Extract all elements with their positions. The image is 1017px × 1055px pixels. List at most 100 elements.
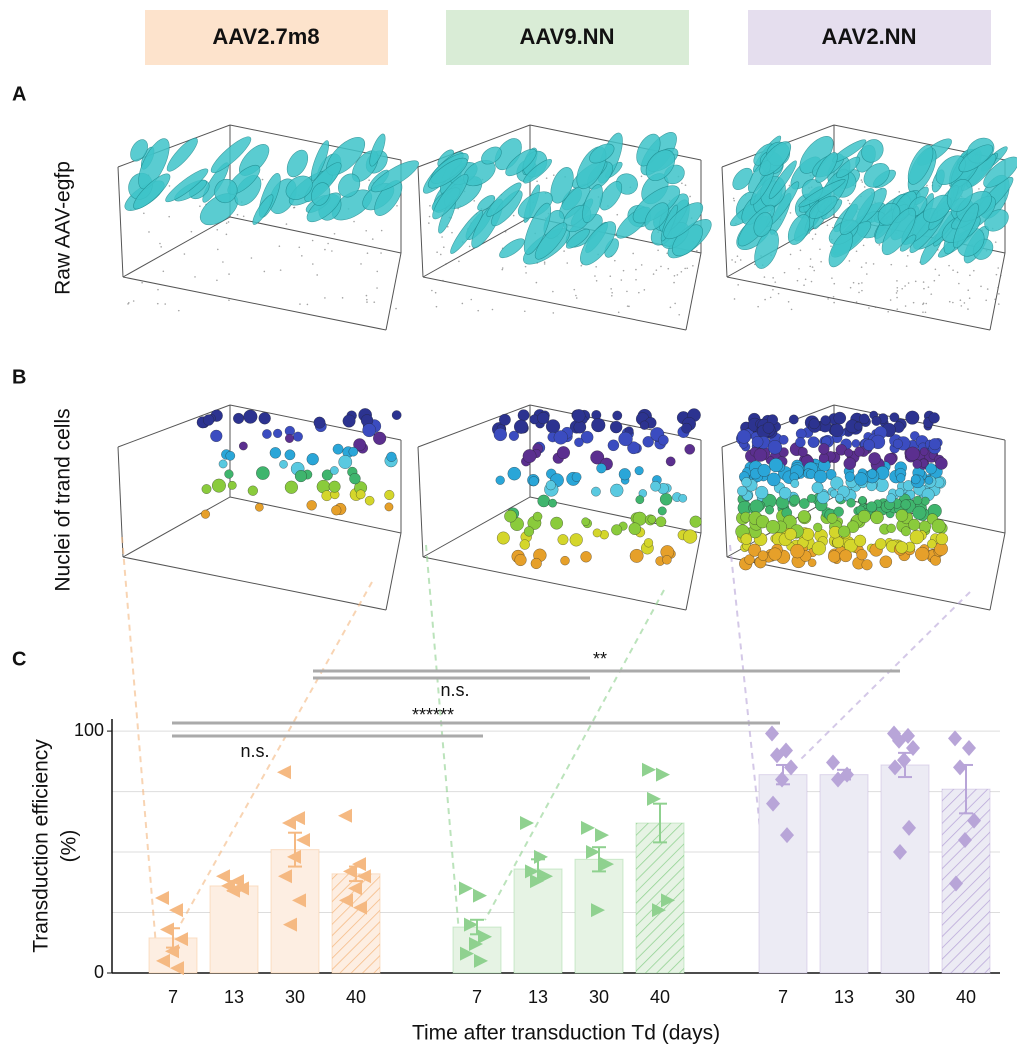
speckle xyxy=(926,184,928,187)
nucleus xyxy=(762,421,775,434)
speckle xyxy=(573,288,576,291)
data-point xyxy=(595,828,609,843)
nucleus xyxy=(757,550,769,561)
nucleus xyxy=(560,556,570,566)
nucleus xyxy=(838,525,851,538)
nucleus xyxy=(665,456,676,467)
data-point xyxy=(169,903,183,918)
speckle xyxy=(157,288,159,291)
speckle xyxy=(737,284,739,286)
speckle xyxy=(652,273,655,275)
series-header: AAV2.7m8 xyxy=(212,24,319,49)
y-axis-label: (%) xyxy=(58,830,81,863)
speckle xyxy=(999,274,1002,277)
fiber xyxy=(210,136,252,173)
speckle xyxy=(216,229,219,231)
nucleus xyxy=(790,479,800,488)
speckle xyxy=(501,268,504,271)
fiber xyxy=(863,163,890,188)
nucleus xyxy=(749,499,764,514)
nucleus xyxy=(875,538,887,550)
speckle xyxy=(952,269,954,272)
speckle xyxy=(293,206,296,209)
box-edge xyxy=(726,556,991,611)
box-edge xyxy=(417,446,424,558)
nucleus xyxy=(284,449,296,461)
speckle xyxy=(927,286,930,288)
speckle xyxy=(160,246,162,248)
speckle xyxy=(783,271,786,274)
nucleus xyxy=(628,522,642,535)
data-point xyxy=(460,946,474,961)
nucleus xyxy=(642,436,654,448)
fiber xyxy=(839,188,875,235)
data-point xyxy=(591,903,605,918)
nucleus xyxy=(768,547,782,561)
fiber xyxy=(732,167,753,191)
nucleus xyxy=(919,447,929,456)
speckle xyxy=(889,299,892,301)
bar xyxy=(209,885,259,974)
fiber xyxy=(836,156,861,179)
nucleus xyxy=(744,554,755,565)
nucleus xyxy=(740,533,752,545)
data-point xyxy=(525,864,539,879)
speckle xyxy=(395,307,397,310)
nucleus xyxy=(657,506,667,516)
speckle xyxy=(862,244,865,247)
speckle xyxy=(159,242,161,245)
box-edge xyxy=(417,404,531,448)
nucleus xyxy=(789,494,801,506)
box-edge xyxy=(122,496,231,558)
data-point xyxy=(216,869,230,884)
box-edge xyxy=(422,496,531,558)
nucleus xyxy=(813,522,823,532)
nucleus xyxy=(935,457,948,470)
data-point xyxy=(296,832,310,847)
box-edge xyxy=(229,496,402,534)
bar xyxy=(270,849,320,974)
nucleus xyxy=(330,466,339,475)
speckle xyxy=(143,212,145,215)
data-point xyxy=(967,812,981,829)
data-point xyxy=(826,754,840,771)
speckle xyxy=(789,212,792,214)
speckle xyxy=(365,294,368,297)
speckle xyxy=(439,253,442,256)
speckle xyxy=(948,264,950,267)
nucleus xyxy=(811,541,826,556)
speckle xyxy=(930,293,933,295)
nucleus xyxy=(808,418,820,430)
fiber xyxy=(486,182,522,217)
nucleus xyxy=(896,473,906,483)
speckle xyxy=(616,213,619,216)
speckle xyxy=(733,298,736,300)
data-point xyxy=(958,831,972,848)
nucleus xyxy=(751,436,764,448)
speckle xyxy=(673,274,676,277)
speckle xyxy=(635,278,637,281)
nucleus xyxy=(353,438,366,452)
nucleus xyxy=(528,476,539,487)
speckle xyxy=(316,274,318,276)
speckle xyxy=(324,297,326,299)
speckle xyxy=(470,298,473,301)
data-point xyxy=(766,795,780,812)
speckle xyxy=(878,244,881,246)
nucleus xyxy=(618,468,631,481)
nucleus xyxy=(900,499,911,510)
nucleus xyxy=(285,433,294,443)
speckle xyxy=(680,270,683,273)
box-edge xyxy=(685,252,702,331)
nucleus xyxy=(913,495,923,505)
speckle xyxy=(855,301,858,303)
fiber xyxy=(754,229,779,269)
nucleus xyxy=(766,520,780,534)
fiber xyxy=(310,140,330,181)
nucleus xyxy=(364,495,375,506)
speckle xyxy=(635,268,637,271)
nucleus xyxy=(210,429,223,442)
speckle xyxy=(995,273,998,276)
nucleus xyxy=(854,446,865,457)
nucleus xyxy=(321,490,333,502)
